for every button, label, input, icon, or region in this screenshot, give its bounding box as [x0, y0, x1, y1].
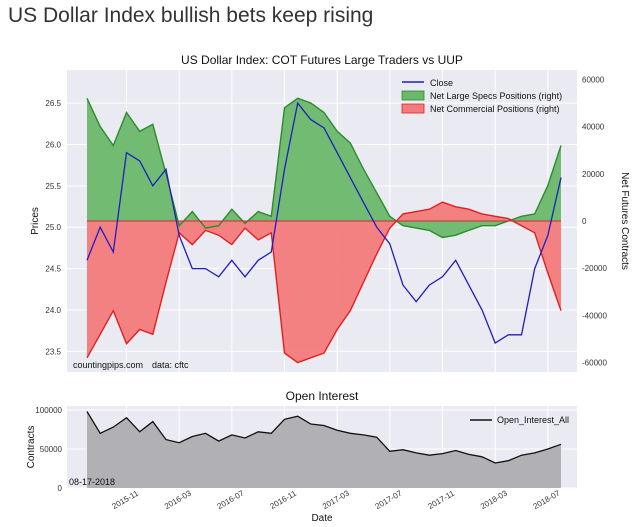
- top-chart-title: US Dollar Index: COT Futures Large Trade…: [181, 53, 463, 67]
- top-left-tick-label: 23.5: [45, 347, 61, 356]
- open-interest-line: [86, 411, 562, 464]
- series-line-2: [86, 201, 562, 364]
- top-right-tick-label: 40000: [582, 123, 605, 132]
- top-left-tick-label: 26.5: [45, 99, 61, 108]
- bottom-chart-line: [86, 411, 562, 464]
- bottom-date-tick-label: 2015-11: [111, 488, 141, 510]
- top-left-tick-label: 25.5: [45, 182, 61, 191]
- legend-area-swatch: [401, 90, 425, 101]
- bottom-date-tick-label: 2016-07: [216, 488, 246, 511]
- top-left-tick-label: 24.5: [45, 265, 61, 274]
- top-chart-areas: [87, 98, 561, 363]
- bottom-chart-xlabel: Date: [311, 513, 333, 524]
- legend-label: Close: [430, 78, 453, 88]
- source-site-note: countingpips.com: [73, 360, 143, 370]
- top-chart-ylabel: Prices: [30, 207, 41, 235]
- legend-label: Open_Interest_All: [497, 415, 569, 425]
- open-interest-area: [87, 411, 561, 488]
- bottom-date-tick-label: 2018-07: [532, 488, 562, 511]
- bottom-date-tick-label: 2016-03: [163, 488, 193, 511]
- top-left-tick-label: 25.0: [45, 223, 61, 232]
- report-date-note: 08-17-2018: [69, 477, 115, 487]
- bottom-chart-ylabel: Contracts: [26, 426, 37, 469]
- series-area-1: [87, 98, 561, 238]
- bottom-date-tick-label: 2018-03: [479, 488, 509, 511]
- bottom-left-tick-label: 50000: [40, 445, 63, 454]
- headline: US Dollar Index bullish bets keep rising: [8, 4, 374, 27]
- bottom-date-tick-label: 2017-07: [374, 488, 404, 511]
- bottom-left-tick-label: 0: [58, 484, 63, 493]
- top-right-tick-label: 20000: [582, 170, 605, 179]
- legend-label: Net Large Specs Positions (right): [430, 91, 562, 101]
- legend-label: Net Commercial Positions (right): [430, 104, 560, 114]
- bottom-chart-area: [87, 411, 561, 488]
- bottom-date-tick-label: 2017-11: [427, 488, 457, 510]
- top-right-tick-label: -40000: [582, 311, 607, 320]
- bottom-chart-title: Open Interest: [286, 389, 359, 403]
- bottom-chart-left-ticks: 0 50000 100000: [35, 406, 62, 493]
- top-chart-left-ticks: 23.5 24.0 24.5 25.0 25.5 26.0 26.5: [45, 99, 61, 356]
- top-right-tick-label: 0: [582, 217, 587, 226]
- top-left-tick-label: 24.0: [45, 306, 61, 315]
- legend-area-swatch: [401, 103, 425, 114]
- series-area-2: [87, 202, 561, 363]
- top-right-tick-label: -20000: [582, 264, 607, 273]
- top-chart-ylabel-right: Net Futures Contracts: [619, 172, 630, 270]
- top-right-tick-label: 60000: [582, 75, 605, 84]
- data-source-note: data: cftc: [152, 360, 189, 370]
- close-price-line: [86, 101, 562, 344]
- top-left-tick-label: 26.0: [45, 140, 61, 149]
- bottom-date-tick-label: 2017-03: [321, 488, 351, 511]
- bottom-chart-legend: Open_Interest_All: [470, 415, 569, 425]
- top-right-tick-label: -60000: [582, 359, 607, 368]
- top-chart-legend: Close Net Large Specs Positions (right) Ne…: [401, 78, 562, 114]
- bottom-chart-date-ticks: 2015-11 2016-03 2016-07 2016-11 2017-03 2017-…: [111, 488, 562, 511]
- top-chart-lines: [86, 97, 562, 364]
- bottom-date-tick-label: 2016-11: [269, 488, 299, 510]
- bottom-left-tick-label: 100000: [35, 406, 62, 415]
- series-line-1: [86, 97, 562, 239]
- top-chart-right-ticks: -60000 -40000 -20000 0 20000 40000 60000: [582, 75, 607, 367]
